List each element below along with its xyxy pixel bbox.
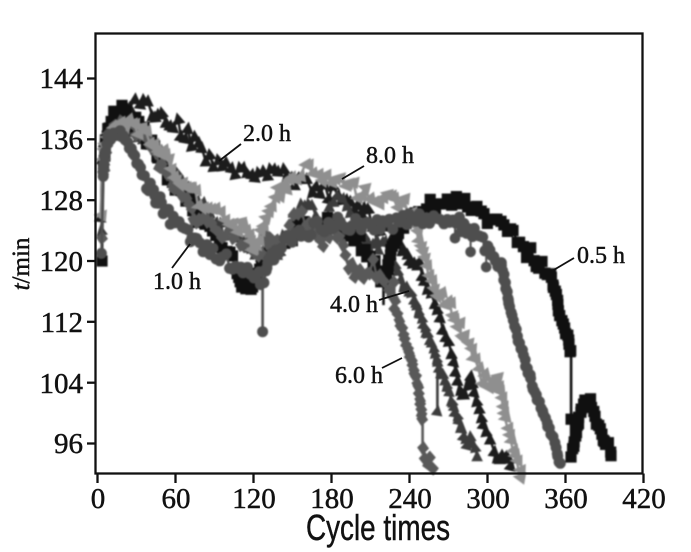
svg-text:112: 112	[41, 307, 83, 339]
svg-text:0: 0	[91, 483, 106, 515]
svg-text:4.0 h: 4.0 h	[330, 292, 378, 318]
svg-text:240: 240	[388, 483, 432, 515]
svg-text:120: 120	[40, 246, 84, 278]
svg-text:8.0 h: 8.0 h	[366, 143, 414, 169]
svg-text:0.5 h: 0.5 h	[577, 243, 625, 269]
svg-text:300: 300	[466, 483, 510, 515]
svg-text:360: 360	[544, 483, 588, 515]
svg-text:120: 120	[232, 483, 276, 515]
svg-text:6.0 h: 6.0 h	[335, 363, 383, 389]
svg-text:420: 420	[622, 483, 666, 515]
svg-text:96: 96	[54, 428, 83, 460]
svg-text:1.0 h: 1.0 h	[153, 269, 201, 295]
svg-text:Cycle times: Cycle times	[306, 507, 450, 548]
svg-text:t/min: t/min	[8, 237, 35, 290]
svg-text:2.0 h: 2.0 h	[243, 121, 291, 147]
svg-text:128: 128	[40, 185, 84, 217]
svg-text:180: 180	[310, 483, 354, 515]
svg-text:136: 136	[40, 124, 84, 156]
svg-text:60: 60	[162, 483, 191, 515]
svg-text:104: 104	[40, 368, 84, 400]
svg-text:144: 144	[40, 63, 84, 95]
